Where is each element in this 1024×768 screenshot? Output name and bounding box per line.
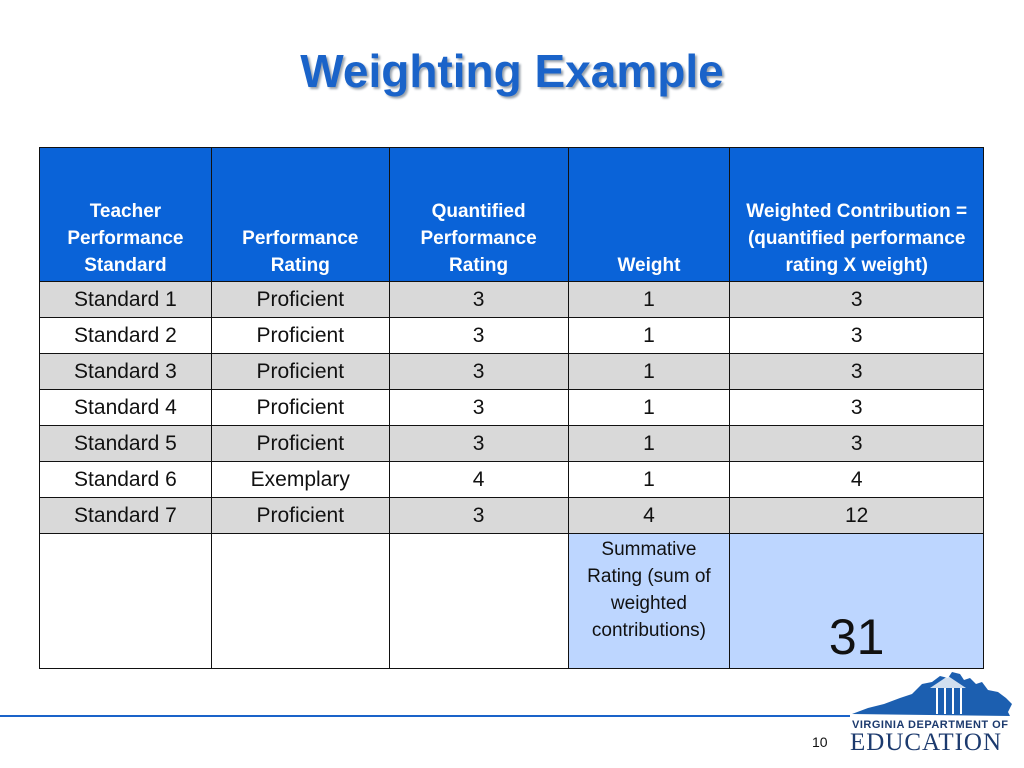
cell-quantified: 3 <box>388 425 569 462</box>
logo-text-education: EDUCATION <box>850 729 1003 756</box>
cell-contribution: 12 <box>729 497 984 534</box>
cell-rating: Proficient <box>210 353 390 390</box>
summary-empty-cell <box>39 533 212 669</box>
capitol-column <box>960 688 962 714</box>
cell-weight: 1 <box>567 389 731 426</box>
cell-rating: Proficient <box>210 425 390 462</box>
cell-contribution: 4 <box>729 461 984 498</box>
cell-contribution: 3 <box>729 353 984 390</box>
cell-quantified: 3 <box>388 353 569 390</box>
logo-text-department: VIRGINIA DEPARTMENT OF <box>852 719 1009 731</box>
cell-quantified: 3 <box>388 389 569 426</box>
cell-standard: Standard 4 <box>39 389 212 426</box>
cell-contribution: 3 <box>729 281 984 318</box>
table-row: Standard 5 Proficient 3 1 3 <box>39 425 984 462</box>
cell-quantified: 3 <box>388 497 569 534</box>
header-standard: Teacher Performance Standard <box>39 147 212 282</box>
virginia-state-shape <box>852 672 1012 716</box>
cell-standard: Standard 5 <box>39 425 212 462</box>
cell-rating: Proficient <box>210 497 390 534</box>
header-rating: Performance Rating <box>210 147 390 282</box>
cell-standard: Standard 7 <box>39 497 212 534</box>
capitol-column <box>944 688 946 714</box>
cell-standard: Standard 3 <box>39 353 212 390</box>
summary-empty-cell <box>210 533 390 669</box>
slide-title: Weighting Example <box>300 45 724 97</box>
cell-standard: Standard 2 <box>39 317 212 354</box>
cell-quantified: 3 <box>388 317 569 354</box>
virginia-map-icon <box>852 672 1012 716</box>
summary-row: Summative Rating (sum of weighted contri… <box>39 533 984 669</box>
cell-weight: 1 <box>567 461 731 498</box>
summary-empty-cell <box>388 533 569 669</box>
table-row: Standard 1 Proficient 3 1 3 <box>39 281 984 318</box>
table-header-row: Teacher Performance Standard Performance… <box>39 147 984 282</box>
summative-rating-label: Summative Rating (sum of weighted contri… <box>567 533 731 669</box>
cell-rating: Proficient <box>210 281 390 318</box>
table-row: Standard 2 Proficient 3 1 3 <box>39 317 984 354</box>
table-row: Standard 4 Proficient 3 1 3 <box>39 389 984 426</box>
cell-rating: Exemplary <box>210 461 390 498</box>
page-number: 10 <box>812 734 828 750</box>
capitol-column <box>936 688 938 714</box>
table-row: Standard 6 Exemplary 4 1 4 <box>39 461 984 498</box>
footer-divider <box>0 715 850 717</box>
header-weight: Weight <box>567 147 731 282</box>
header-quantified: Quantified Performance Rating <box>388 147 569 282</box>
cell-rating: Proficient <box>210 317 390 354</box>
header-contribution: Weighted Contribution = (quantified perf… <box>729 147 984 282</box>
cell-weight: 1 <box>567 353 731 390</box>
cell-contribution: 3 <box>729 317 984 354</box>
cell-quantified: 4 <box>388 461 569 498</box>
cell-weight: 1 <box>567 425 731 462</box>
cell-weight: 1 <box>567 281 731 318</box>
table-row: Standard 3 Proficient 3 1 3 <box>39 353 984 390</box>
table-row: Standard 7 Proficient 3 4 12 <box>39 497 984 534</box>
capitol-pediment <box>930 676 966 688</box>
summative-rating-value: 31 <box>729 533 984 669</box>
cell-contribution: 3 <box>729 425 984 462</box>
cell-standard: Standard 1 <box>39 281 212 318</box>
weighting-table: Teacher Performance Standard Performance… <box>39 147 984 669</box>
cell-rating: Proficient <box>210 389 390 426</box>
cell-contribution: 3 <box>729 389 984 426</box>
capitol-column <box>952 688 954 714</box>
cell-weight: 4 <box>567 497 731 534</box>
cell-quantified: 3 <box>388 281 569 318</box>
cell-weight: 1 <box>567 317 731 354</box>
cell-standard: Standard 6 <box>39 461 212 498</box>
